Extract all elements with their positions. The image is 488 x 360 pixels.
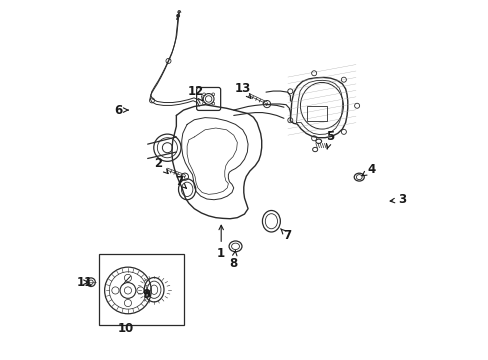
Text: 8: 8 [229,251,237,270]
Text: 6: 6 [114,104,128,117]
Text: 11: 11 [77,276,93,289]
Bar [99,253,183,325]
Text: 10: 10 [117,322,133,335]
Text: 2: 2 [154,157,168,174]
Bar [306,107,326,121]
Text: 9: 9 [142,288,151,301]
Circle shape [176,14,179,17]
Text: 12: 12 [187,85,203,101]
Text: 7: 7 [175,175,186,188]
Text: 13: 13 [234,82,250,98]
Text: 3: 3 [389,193,406,206]
Text: 1: 1 [217,225,225,260]
Text: 4: 4 [361,163,375,176]
Text: 7: 7 [280,229,291,242]
Text: 5: 5 [325,130,334,149]
